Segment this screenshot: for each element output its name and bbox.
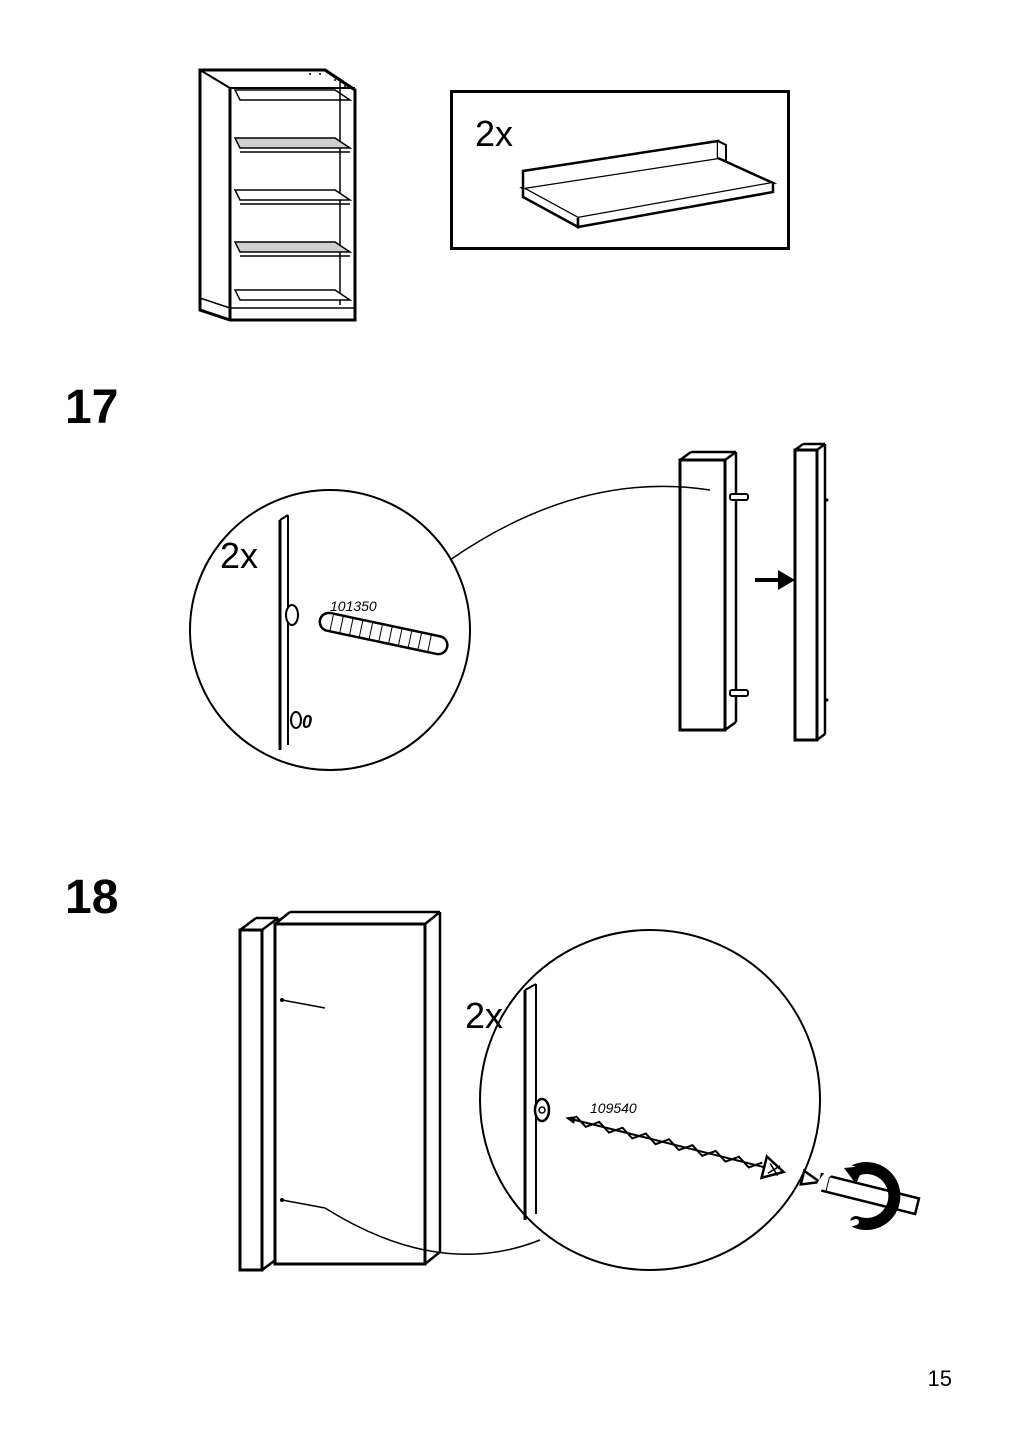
top-section: 2x [180,60,880,350]
step-18-diagram: 2x 109540 [180,900,940,1320]
zero-marker: 0 [302,712,312,733]
step-17-diagram: 2x 101350 0 [180,430,900,800]
dowel-qty: 2x [220,535,258,577]
bookshelf-diagram [180,60,380,340]
dowel-part-number: 101350 [330,598,377,614]
assembly-page: 2x 17 [0,0,1012,1432]
screw-qty: 2x [465,995,503,1037]
shelf-part-drawing [518,133,778,243]
step-17-number: 17 [65,380,118,435]
step-18-number: 18 [65,870,118,925]
screw-part-number: 109540 [590,1100,637,1116]
shelf-part-box: 2x [450,90,790,250]
shelf-qty-label: 2x [475,113,513,155]
page-number: 15 [928,1366,952,1392]
